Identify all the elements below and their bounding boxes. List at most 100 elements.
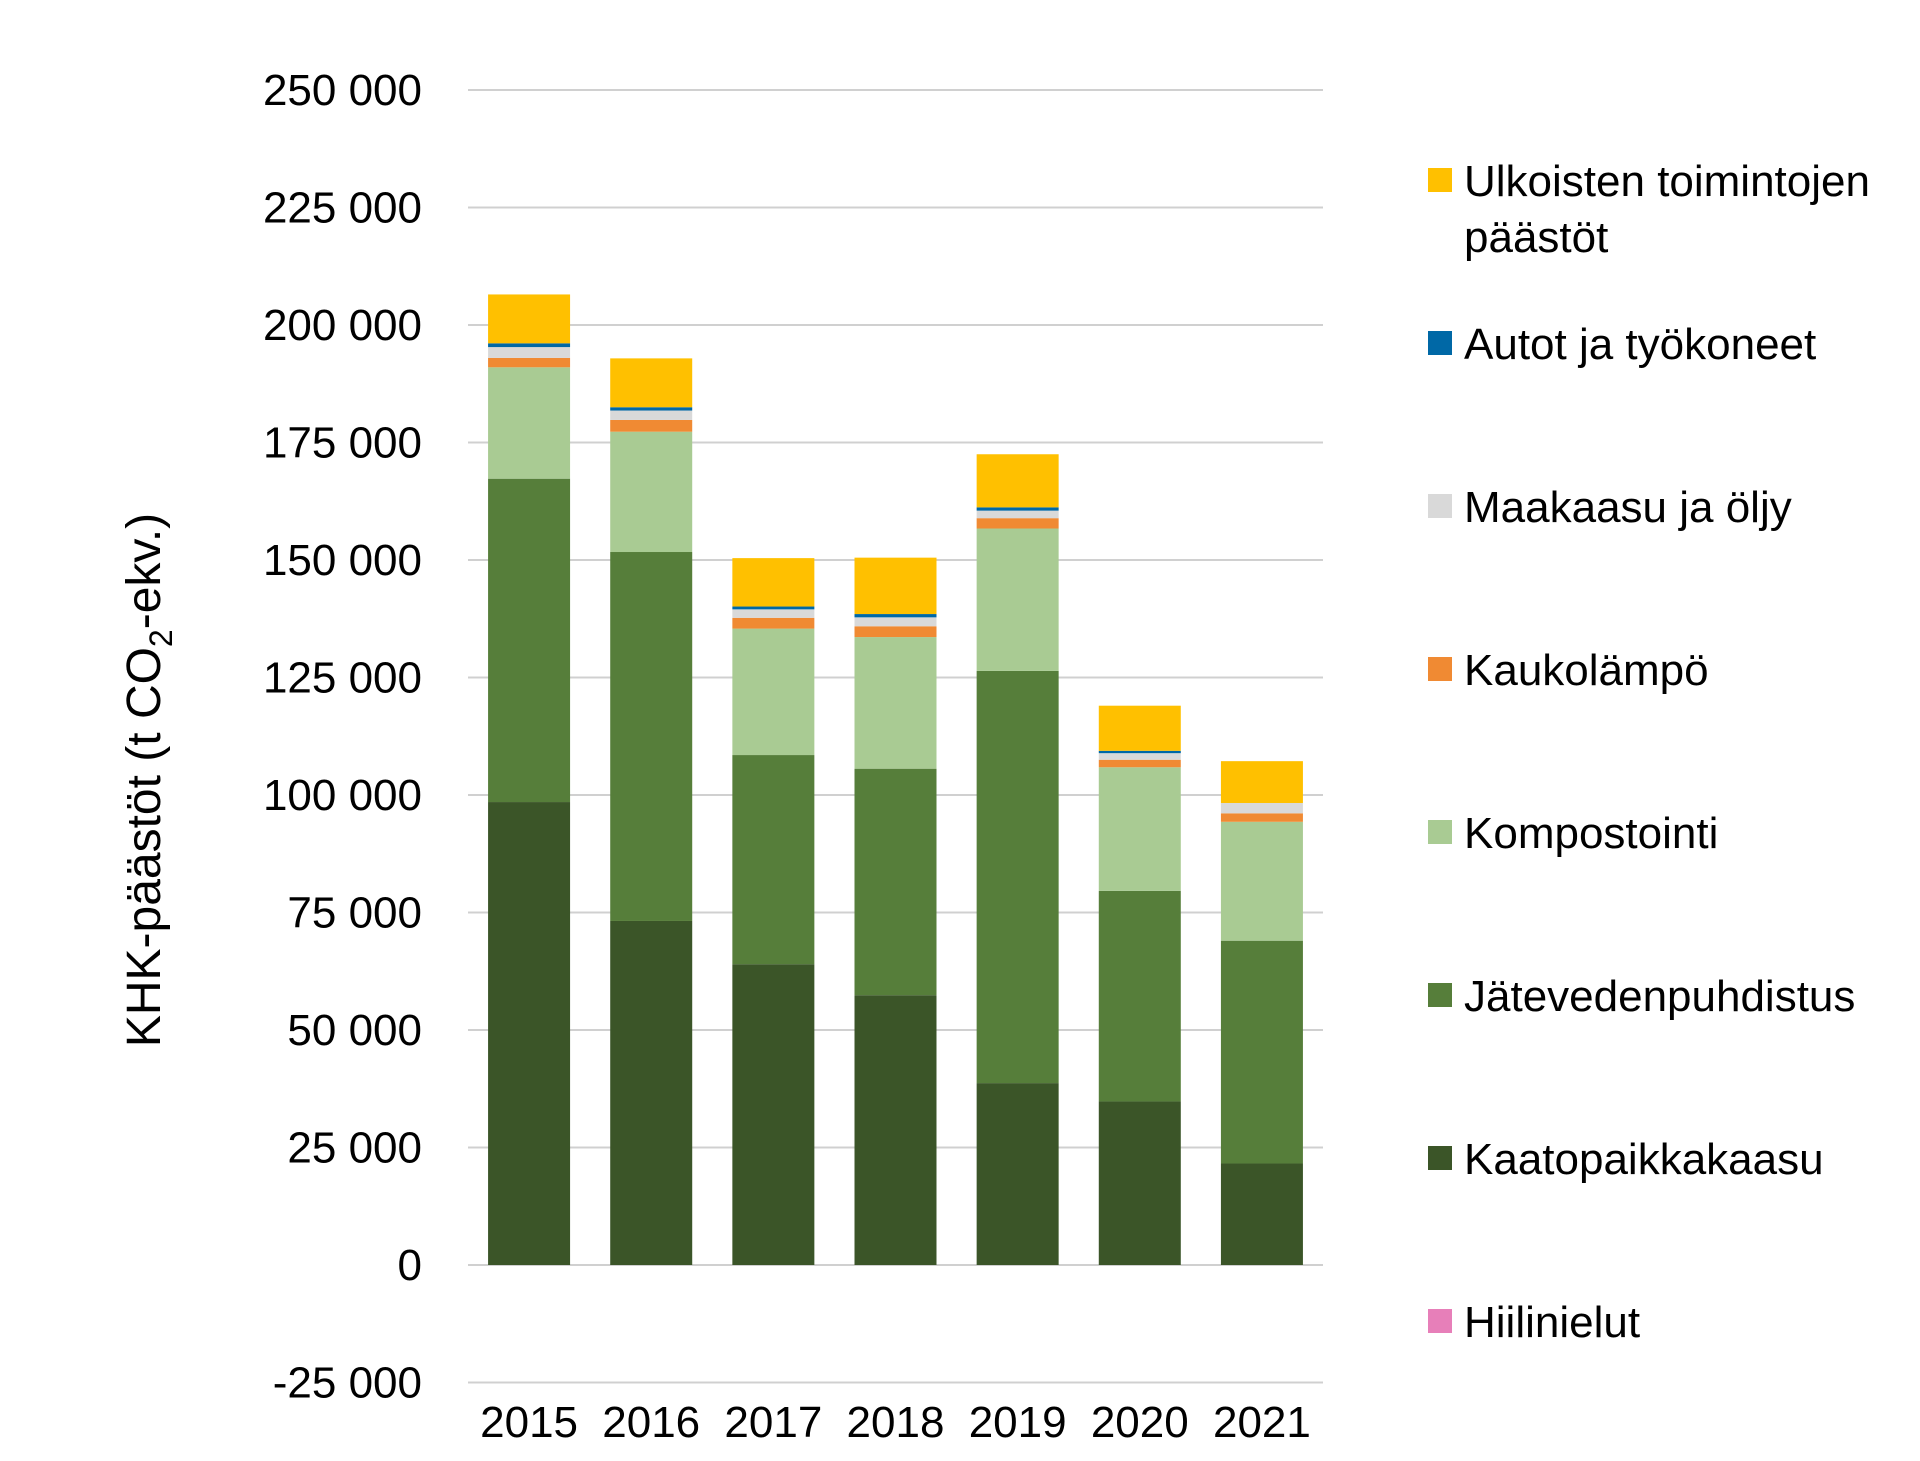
bar-segment [732, 617, 815, 629]
legend-swatch [1428, 657, 1452, 681]
legend-label: Hiilinielut [1464, 1298, 1640, 1347]
bar-segment [610, 419, 693, 432]
legend: Ulkoisten toimintojen päästöt Autot ja työ… [1428, 157, 1870, 1347]
legend-item: Autot ja työkoneet [1428, 320, 1816, 369]
bars [488, 294, 1303, 1265]
bar-segment [732, 755, 815, 965]
legend-label: päästöt [1464, 213, 1608, 262]
y-axis-title: KHK-päästöt (t CO2-ekv.) [118, 513, 179, 1047]
x-axis-tick-labels: 2015 2016 2017 2018 2019 2020 2021 [480, 1398, 1311, 1447]
bar-segment [1220, 940, 1303, 1164]
bar-segment [1098, 890, 1181, 1102]
legend-item: Kaatopaikkakaasu [1428, 1135, 1824, 1184]
bar-segment [854, 614, 937, 618]
bar-segment [854, 768, 937, 996]
y-axis-title-subscript: 2 [143, 629, 179, 647]
legend-swatch [1428, 1146, 1452, 1170]
bar-stack-2019 [976, 454, 1059, 1265]
legend-label: Kompostointi [1464, 809, 1718, 858]
y-tick-label: 50 000 [287, 1006, 422, 1055]
bar-segment [488, 294, 571, 344]
x-tick-label: 2019 [969, 1398, 1067, 1447]
bar-segment [610, 410, 693, 420]
y-axis-title-suffix: -ekv.) [118, 513, 171, 629]
legend-swatch [1428, 168, 1452, 192]
bar-segment [732, 606, 815, 610]
bar-segment [854, 626, 937, 638]
y-tick-label: 250 000 [263, 66, 422, 115]
bar-segment [1098, 1101, 1181, 1265]
bar-segment [976, 518, 1059, 529]
y-tick-label: 125 000 [263, 654, 422, 703]
bar-segment [1220, 821, 1303, 941]
legend-item: Jätevedenpuhdistus [1428, 972, 1855, 1021]
x-tick-label: 2020 [1091, 1398, 1189, 1447]
bar-segment [976, 528, 1059, 671]
legend-item: Maakaasu ja öljy [1428, 483, 1792, 532]
bar-segment [488, 802, 571, 1265]
bar-segment [610, 431, 693, 553]
bar-segment [1220, 813, 1303, 822]
y-tick-label: 25 000 [287, 1124, 422, 1173]
bar-segment [488, 478, 571, 803]
y-tick-label: 0 [398, 1241, 422, 1290]
legend-label: Kaukolämpö [1464, 646, 1709, 695]
y-axis-title-main: KHK-päästöt (t CO [118, 647, 171, 1047]
bar-segment [976, 670, 1059, 1084]
bar-segment [854, 617, 937, 627]
bar-segment [1220, 1163, 1303, 1265]
legend-label: Kaatopaikkakaasu [1464, 1135, 1824, 1184]
bar-stack-2017 [732, 558, 815, 1265]
legend-swatch [1428, 820, 1452, 844]
bar-stack-2018 [854, 557, 937, 1265]
bar-segment [488, 343, 571, 348]
bar-segment [1098, 750, 1181, 754]
y-tick-label: 175 000 [263, 419, 422, 468]
bar-segment [732, 609, 815, 618]
legend-label: Ulkoisten toimintojen [1464, 157, 1870, 206]
bar-segment [976, 1083, 1059, 1265]
bar-segment [854, 995, 937, 1265]
bar-segment [732, 558, 815, 607]
legend-swatch [1428, 1309, 1452, 1333]
bar-segment [1098, 705, 1181, 751]
x-tick-label: 2018 [847, 1398, 945, 1447]
legend-item: Kompostointi [1428, 809, 1718, 858]
bar-segment [732, 964, 815, 1265]
legend-swatch [1428, 494, 1452, 518]
bar-segment [610, 358, 693, 408]
y-axis-tick-labels: -25 000 0 25 000 50 000 75 000 100 000 125 000… [263, 66, 422, 1408]
y-tick-label: 200 000 [263, 301, 422, 350]
bar-segment [488, 367, 571, 479]
legend-item: Hiilinielut [1428, 1298, 1640, 1347]
bar-segment [976, 507, 1059, 511]
legend-label: Maakaasu ja öljy [1464, 483, 1792, 532]
bar-segment [488, 347, 571, 358]
bar-stack-2020 [1098, 705, 1181, 1265]
y-tick-label: 150 000 [263, 536, 422, 585]
bar-stack-2016 [610, 358, 693, 1265]
x-tick-label: 2016 [602, 1398, 700, 1447]
legend-swatch [1428, 983, 1452, 1007]
bar-segment [1220, 761, 1303, 803]
legend-label: Autot ja työkoneet [1464, 320, 1816, 369]
legend-item: Ulkoisten toimintojen päästöt [1428, 157, 1870, 262]
bar-segment [854, 557, 937, 615]
bar-segment [854, 637, 937, 769]
y-tick-label: -25 000 [273, 1359, 422, 1408]
y-tick-label: 75 000 [287, 889, 422, 938]
legend-swatch [1428, 331, 1452, 355]
y-tick-label: 100 000 [263, 771, 422, 820]
bar-segment [976, 454, 1059, 508]
bar-stack-2015 [488, 294, 571, 1265]
x-tick-label: 2021 [1213, 1398, 1311, 1447]
bar-segment [732, 628, 815, 756]
bar-segment [610, 407, 693, 411]
x-tick-label: 2015 [480, 1398, 578, 1447]
legend-item: Kaukolämpö [1428, 646, 1709, 695]
bar-stack-2021 [1220, 761, 1303, 1265]
bar-segment [488, 357, 571, 368]
legend-label: Jätevedenpuhdistus [1464, 972, 1855, 1021]
y-tick-label: 225 000 [263, 184, 422, 233]
